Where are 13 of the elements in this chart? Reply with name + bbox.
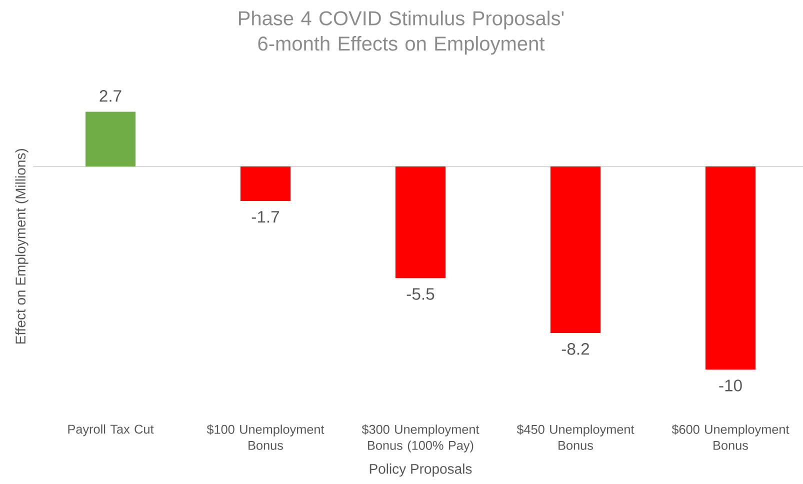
x-axis-title: Policy Proposals [370,464,472,477]
data-label: -10 [719,380,742,392]
x-tick-label: $600 Unemployment Bonus [672,424,790,450]
data-label: -8.2 [562,343,590,355]
chart-title: Phase 4 COVID Stimulus Proposals' 6-month Effects on Employment [238,10,564,55]
x-tick-label: $300 Unemployment Bonus (100% Pay) [362,424,480,452]
x-tick-label: $450 Unemployment Bonus [516,424,634,450]
x-tick-label: $100 Unemployment Bonus [206,424,324,450]
data-label: 2.7 [100,90,122,102]
data-label: -5.5 [406,288,434,300]
data-label: -1.7 [252,211,280,223]
y-axis-title: Effect on Employment (Millions) [15,148,28,344]
x-tick-label: Payroll Tax Cut [68,424,154,436]
